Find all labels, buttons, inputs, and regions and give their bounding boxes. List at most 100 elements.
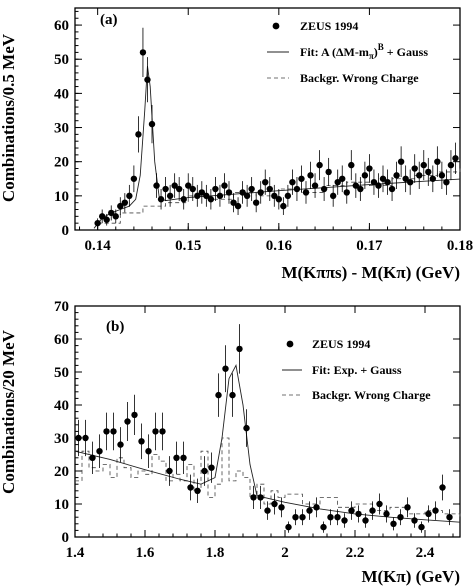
panel-b-y-tick-label: 20 [54,464,69,480]
panel-a-data-point [325,168,332,176]
panel-a-y-tick-label: 20 [54,155,69,171]
panel-a-label: (a) [100,12,118,28]
panel-a-data-point [194,192,201,200]
panel-a-legend-fit-main: Fit: A (ΔM-m [300,45,369,59]
panel-b-plot-frame [74,305,461,538]
panel-a-data-point [370,178,378,186]
panel-b-data-point [411,517,418,524]
panel-a-data-point [225,189,233,196]
panel-b-data-point [124,418,131,425]
panel-b-data-point [145,448,152,455]
panel-b-y-tick-label: 10 [54,497,69,513]
panel-a-y-tick-label: 0 [62,223,70,239]
panel-a-legend-entry-data: ZEUS 1994 [300,19,358,33]
panel-b-data-point [320,523,327,531]
panel-a-data-point [366,165,373,172]
panel-b-x-tick-label: 1.6 [136,545,155,561]
panel-b-data-point [82,434,89,442]
panel-a-data-point [302,189,310,196]
panel-a-data-point [126,192,133,200]
panel-b-y-tick-label: 70 [54,299,69,315]
panel-b-y-tick-label: 0 [62,530,70,546]
panel-b-legend-entry-fit: Fit: Exp. + Gauss [312,363,402,377]
panel-b-data-point [187,484,194,491]
panel-a-legend-entry-fit: Fit: A (ΔM-mπ)B + Gauss [300,42,428,61]
panel-b-data-point [166,467,173,475]
panel-a-data-point [320,185,328,193]
panel-b-data-point [383,510,390,518]
panel-a-data-point [293,185,301,193]
panel-a-data-point [98,213,106,220]
panel-b-data-point [159,428,166,435]
panel-b-x-tick-label: 2.2 [346,545,365,561]
panel-a-data-point [329,192,337,200]
panel-a-legend-fit-sup: B [378,42,384,52]
panel-b-data-point [404,504,411,511]
panel-a-x-tick-label: 0.14 [85,238,112,254]
panel-a-y-tick-label: 60 [54,18,69,34]
panel-b-x-tick-label: 1.4 [66,545,85,561]
panel-a-data-point [203,192,210,200]
panel-b-data-point [327,514,334,521]
panel-a-data-point [375,182,382,189]
panel-a-data-point [171,182,178,189]
panel-a-legend-entry-bkg: Backgr. Wrong Charge [300,71,419,85]
panel-b-data-point [138,438,145,445]
panel-a-data-point [135,131,142,138]
panel-b-data-point [446,514,453,521]
panel-a-data-point [357,185,364,193]
panel-b-data-point [264,507,271,514]
panel-a-data-point [280,202,287,210]
panel-a-data-point [438,172,446,179]
panel-b-data-point [285,523,292,531]
panel-a-fit-series-line [93,66,461,229]
panel-b-y-tick-label: 60 [54,332,69,348]
panel-a-y-tick-label: 10 [54,189,69,205]
panel-b-data-point [110,428,117,435]
panel-b-data-point [257,494,264,501]
panel-a-data-point [447,161,455,169]
panel-a-data-point [402,175,409,182]
panel-a-data-point [443,178,450,186]
panel-b-data-point [348,507,355,514]
panel-a-data-point [180,196,187,203]
panel-a-data-point [352,182,360,189]
panel-a-data-point [266,185,273,193]
panel-a-data-point [361,172,369,179]
panel-a-data-point [112,213,119,220]
panel-b-data-point [229,391,236,399]
panel-b-data-point [243,424,250,432]
panel-b-data-point [173,454,180,461]
panel-b-data-point [194,487,201,494]
panel-b-data-point [334,514,341,521]
panel-a-data-point [339,175,346,182]
panel-a-data-point [452,155,459,162]
panel-a-data-point [393,172,400,179]
panel-a-data-point [262,178,269,186]
panel-a-ylabel: Combinations/0.5 MeV [0,33,18,202]
panel-b-data-point [250,494,257,501]
panel-a-legend-fit-sub: π [369,51,374,61]
panel-a-data-point [252,199,260,206]
panel-a-data-point [311,182,319,189]
panel-a-legend-fit-tail: + Gauss [384,45,429,59]
panel-b-x-tick-label: 1.8 [206,545,225,561]
panel-a-plot-frame [74,7,461,231]
panel-a-data-point [271,192,278,200]
panel-a-y-tick-label: 40 [54,86,69,102]
panel-a-data-point [289,178,296,186]
panel-a-data-point [117,202,124,210]
panel-a-legend: ZEUS 1994 Fit: A (ΔM-mπ)B + Gauss Backgr… [267,19,428,85]
panel-a-y-tick-label: 50 [54,52,69,68]
panel-a-data-point [284,192,292,200]
panel-a-data-point [103,216,110,223]
panel-b-data-point [313,504,320,511]
panel-a-data-point [234,202,242,210]
panel-a-data-point [275,196,283,203]
panel-b-x-tick-label: 2.4 [416,545,435,561]
panel-b-y-tick-label: 50 [54,365,69,381]
panel-a-data-point [198,189,206,196]
panel-a-data-point [189,185,196,193]
panel-b-data-point [89,454,96,461]
